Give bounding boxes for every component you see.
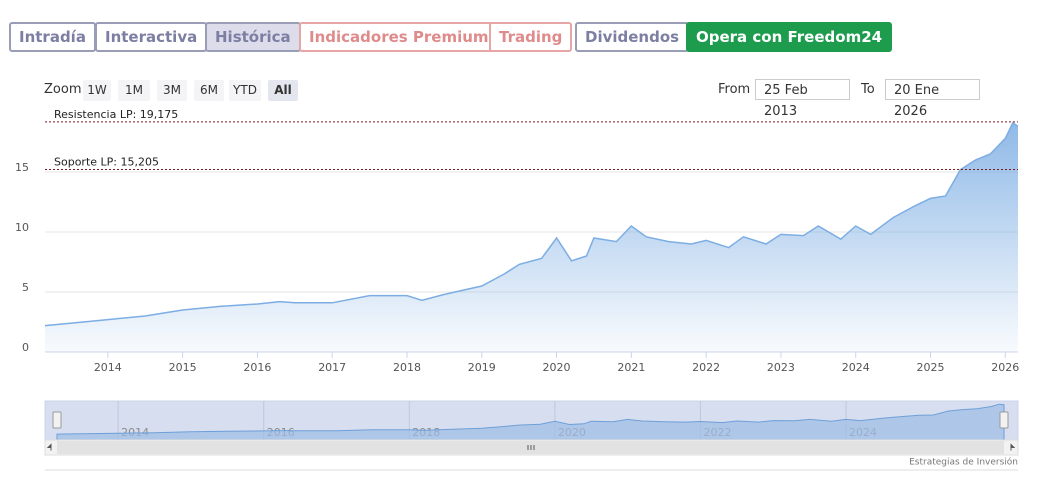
from-label: From xyxy=(718,82,751,97)
x-tick-label: 2018 xyxy=(393,361,421,374)
x-tick-label: 2020 xyxy=(543,361,571,374)
x-tick-label: 2017 xyxy=(318,361,346,374)
tab[interactable]: Indicadores Premium xyxy=(299,22,499,52)
tab[interactable]: Interactiva xyxy=(95,22,208,52)
x-tick-label: 2016 xyxy=(243,361,271,374)
to-input[interactable]: 20 Ene 2026 xyxy=(885,79,980,119)
tab[interactable]: Histórica xyxy=(205,22,301,52)
y-tick-label: 15 xyxy=(15,161,29,174)
y-tick-label: 5 xyxy=(22,281,29,294)
tab[interactable]: Opera con Freedom24 xyxy=(686,22,893,52)
scroll-arrow xyxy=(46,443,1016,451)
zoom-button[interactable]: YTD xyxy=(229,80,261,101)
zoom-button[interactable]: 6M xyxy=(194,80,224,101)
tab[interactable]: Trading xyxy=(489,22,573,52)
x-tick-label: 2024 xyxy=(842,361,870,374)
navigator-area xyxy=(56,403,1005,441)
navigator-handle[interactable] xyxy=(52,411,62,429)
x-tick-label: 2025 xyxy=(916,361,944,374)
x-tick-label: 2021 xyxy=(617,361,645,374)
navigator-handle[interactable] xyxy=(999,411,1009,429)
x-tick-label: 2023 xyxy=(767,361,795,374)
area xyxy=(45,122,1018,352)
y-tick-label: 10 xyxy=(15,221,29,234)
zoom-button[interactable]: All xyxy=(268,80,298,101)
tab[interactable]: Dividendos xyxy=(575,22,690,52)
x-tick-label: 2015 xyxy=(169,361,197,374)
line xyxy=(44,121,1019,327)
y-tick-label: 0 xyxy=(22,341,29,354)
zoom-label: Zoom xyxy=(44,82,82,97)
x-tick-label: 2026 xyxy=(991,361,1019,374)
zoom-button[interactable]: 1W xyxy=(83,80,111,101)
from-input[interactable]: 25 Feb 2013 xyxy=(755,79,850,119)
x-tick-label: 2019 xyxy=(468,361,496,374)
x-tick-label: 2014 xyxy=(94,361,122,374)
x-tick-label: 2022 xyxy=(692,361,720,374)
level-label: Soporte LP: 15,205 xyxy=(54,156,159,169)
zoom-button[interactable]: 1M xyxy=(118,80,150,101)
zoom-button[interactable]: 3M xyxy=(157,80,187,101)
to-label: To xyxy=(861,82,875,97)
credit: Estrategias de Inversión xyxy=(909,457,1018,468)
level-label: Resistencia LP: 19,175 xyxy=(54,108,178,121)
tab[interactable]: Intradía xyxy=(9,22,96,52)
